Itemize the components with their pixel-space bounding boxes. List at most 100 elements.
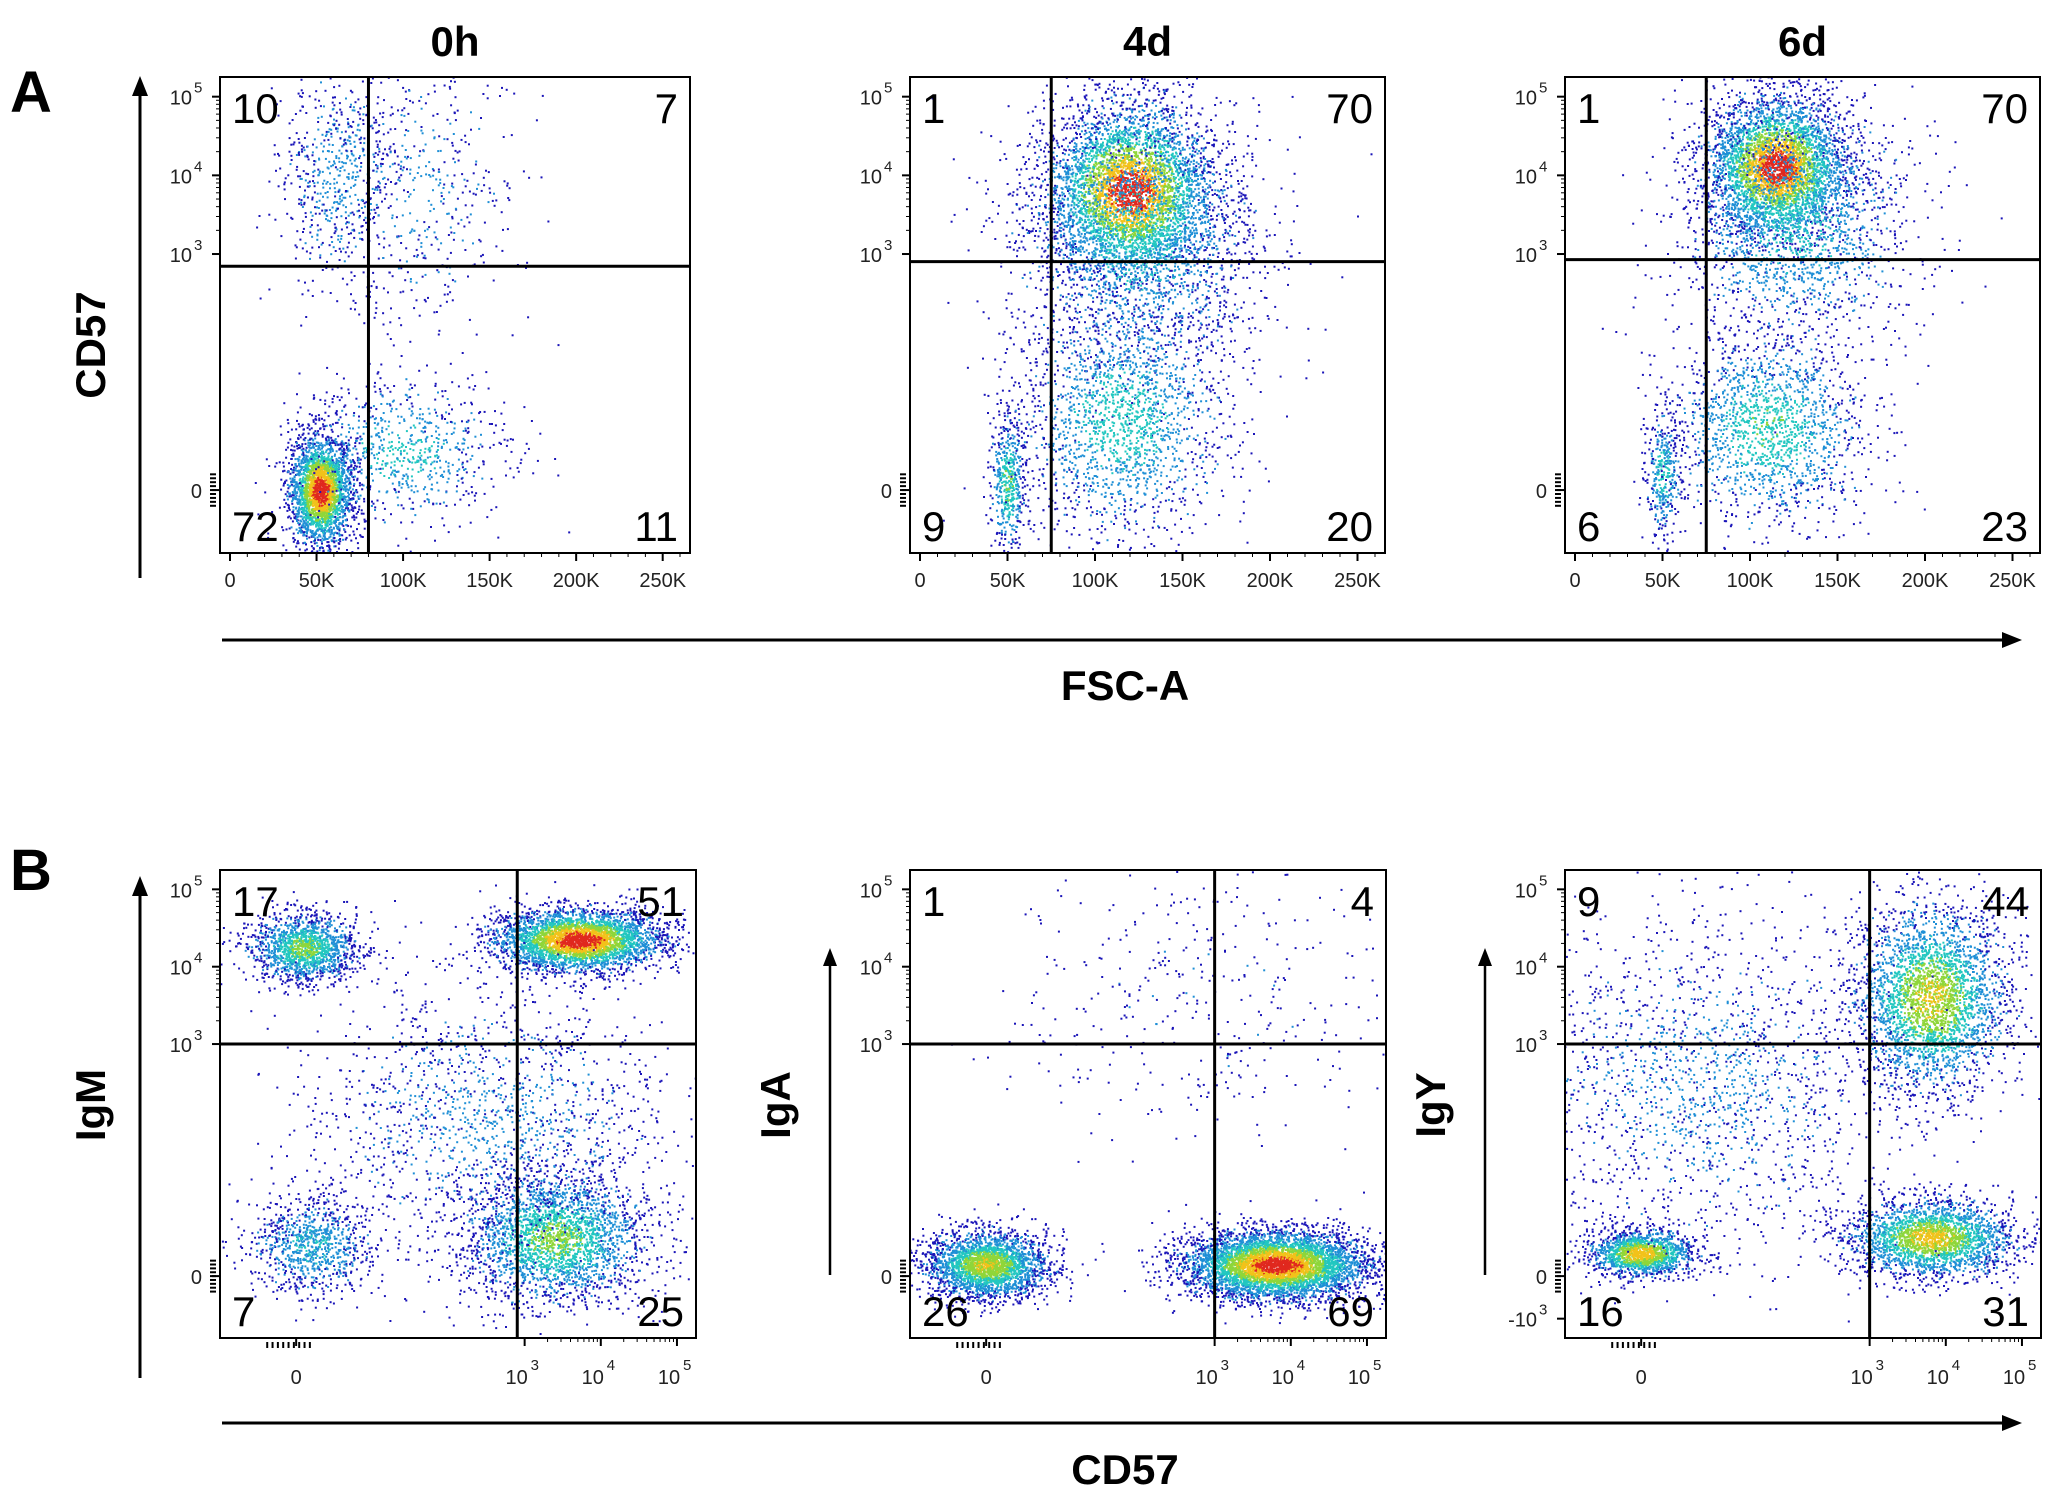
quadrant-lower-right: 11 <box>634 503 678 550</box>
y-tick-label: 10 <box>170 166 192 188</box>
cluster-1 <box>1565 1216 1739 1294</box>
cluster-2 <box>1660 77 1894 340</box>
y-axis-title: IgM <box>67 1069 114 1141</box>
cluster-3 <box>1615 77 2003 434</box>
panel-b-letter: B <box>10 838 52 903</box>
x-tick-label: 10 <box>506 1367 528 1389</box>
y-tick-label: 10 <box>170 245 192 267</box>
y-tick-exponent: 5 <box>194 872 202 889</box>
x-tick-label: 10 <box>1851 1367 1873 1389</box>
y-tick-exponent: 5 <box>194 80 202 97</box>
x-tick-label: 0 <box>981 1367 992 1389</box>
panel-b-x-arrow <box>222 1415 2022 1431</box>
quadrant-upper-right: 7 <box>655 85 678 132</box>
scatter-points <box>910 871 1386 1325</box>
x-tick-exponent: 5 <box>2028 1357 2036 1374</box>
y-tick-label: 0 <box>191 481 202 503</box>
cluster-5 <box>220 900 696 1328</box>
quadrant-lower-left: 9 <box>922 503 945 550</box>
y-tick-exponent: 5 <box>884 80 892 97</box>
quadrant-upper-left: 9 <box>1577 878 1600 925</box>
quadrant-upper-right: 51 <box>637 878 684 925</box>
quadrant-upper-right: 4 <box>1351 878 1374 925</box>
y-axis-arrowhead <box>823 948 837 966</box>
y-tick-exponent: 3 <box>194 237 202 254</box>
cluster-2 <box>1788 1173 2041 1298</box>
y-tick-label: 10 <box>860 958 882 980</box>
quadrant-upper-right: 44 <box>1982 878 2029 925</box>
plot-title: 4d <box>1123 18 1172 65</box>
scatter-points <box>1601 77 2003 553</box>
y-tick-exponent: 4 <box>1539 158 1547 175</box>
y-tick-label: 10 <box>1515 88 1537 110</box>
quadrant-upper-right: 70 <box>1326 85 1373 132</box>
y-tick-exponent: 5 <box>1539 872 1547 889</box>
quadrant-lower-left: 26 <box>922 1288 969 1335</box>
y-tick-label: 0 <box>881 1267 892 1289</box>
panel-a-letter: A <box>10 60 52 125</box>
plot-title: 0h <box>430 18 479 65</box>
quadrant-upper-left: 1 <box>922 878 945 925</box>
y-axis-arrowhead <box>1478 948 1492 966</box>
x-tick-label: 0 <box>1569 570 1580 592</box>
scatter-points <box>220 881 696 1335</box>
scatter-points <box>254 77 571 553</box>
x-tick-exponent: 4 <box>607 1357 615 1374</box>
x-tick-exponent: 5 <box>683 1357 691 1374</box>
plot-frame <box>219 869 697 1339</box>
x-tick-label: 200K <box>1247 570 1294 592</box>
y-tick-exponent: 3 <box>1539 237 1547 254</box>
x-tick-label: 100K <box>1727 570 1774 592</box>
y-tick-exponent: 3 <box>884 1027 892 1044</box>
y-tick-label: 0 <box>1536 1267 1547 1289</box>
y-tick-exponent: 5 <box>884 872 892 889</box>
x-tick-label: 10 <box>658 1367 680 1389</box>
cluster-2 <box>1123 1191 1386 1325</box>
y-tick-label: 10 <box>860 880 882 902</box>
y-tick-exponent: 4 <box>194 950 202 967</box>
x-tick-label: 100K <box>380 570 427 592</box>
quadrant-upper-left: 17 <box>232 878 279 925</box>
quadrant-lower-left: 16 <box>1577 1288 1624 1335</box>
panel-a-x-axis-title: FSC-A <box>1061 662 1189 709</box>
cluster-4 <box>1601 291 1926 553</box>
scatter-points <box>1565 870 2041 1323</box>
x-tick-label: 250K <box>1334 570 1381 592</box>
x-tick-exponent: 3 <box>1221 1357 1229 1374</box>
panel-a-y-axis-title: CD57 <box>67 291 114 398</box>
y-tick-label: 0 <box>881 481 892 503</box>
x-tick-label: 50K <box>990 570 1026 592</box>
quadrant-lower-left: 7 <box>232 1288 255 1335</box>
quadrant-lower-left: 72 <box>232 503 279 550</box>
y-tick-label: 10 <box>1515 880 1537 902</box>
y-tick-exponent: 4 <box>884 158 892 175</box>
cluster-1 <box>220 891 407 997</box>
cluster-3 <box>1747 870 2041 1157</box>
quadrant-lower-right: 25 <box>637 1288 684 1335</box>
cluster-4 <box>254 316 571 553</box>
panel-b-x-axis-title: CD57 <box>1071 1446 1178 1493</box>
x-tick-label: 10 <box>2003 1367 2025 1389</box>
x-tick-label: 50K <box>1645 570 1681 592</box>
plot-frame <box>909 869 1387 1339</box>
x-tick-exponent: 4 <box>1297 1357 1305 1374</box>
cluster-3 <box>221 1167 400 1322</box>
x-tick-label: 250K <box>1989 570 2036 592</box>
y-tick-label: 10 <box>860 166 882 188</box>
y-tick-exponent: 3 <box>1539 1027 1547 1044</box>
x-tick-exponent: 4 <box>1952 1357 1960 1374</box>
x-tick-exponent: 5 <box>1373 1357 1381 1374</box>
quadrant-upper-left: 1 <box>922 85 945 132</box>
plot-title: 6d <box>1778 18 1827 65</box>
x-tick-label: 150K <box>1814 570 1861 592</box>
plot-frame <box>1564 869 2042 1339</box>
x-tick-label: 50K <box>299 570 335 592</box>
y-tick-label: 10 <box>860 245 882 267</box>
y-tick-exponent: 3 <box>884 237 892 254</box>
x-tick-label: 250K <box>639 570 686 592</box>
x-tick-label: 0 <box>291 1367 302 1389</box>
